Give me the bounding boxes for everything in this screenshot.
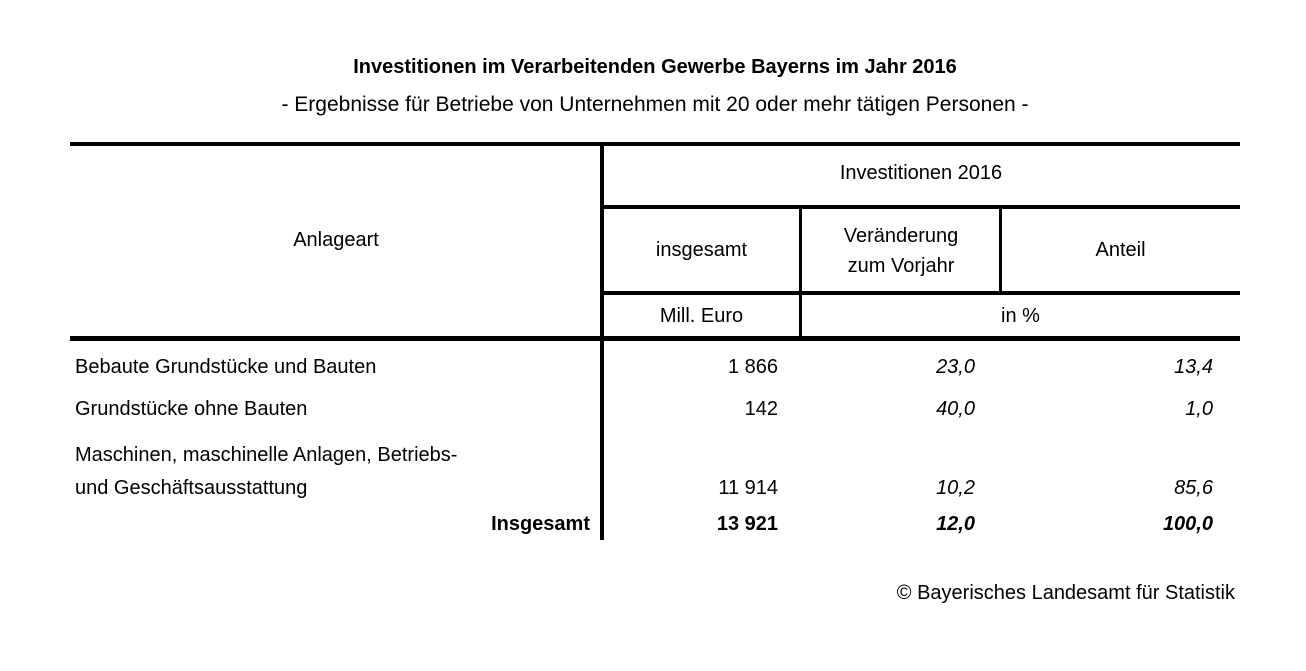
- column-header-insgesamt: insgesamt: [655, 239, 748, 261]
- total-value-anteil: 100,0: [1162, 513, 1213, 535]
- table-top-border: [70, 142, 1240, 146]
- copyright-note: © Bayerisches Landesamt für Statistik: [896, 582, 1235, 604]
- column-header-anlageart: Anlageart: [293, 229, 379, 251]
- page-title: Investitionen im Verarbeitenden Gewerbe …: [353, 56, 957, 78]
- row-value-anteil: 13,4: [1174, 356, 1213, 378]
- unit-header-mill-euro: Mill. Euro: [659, 305, 744, 327]
- row-label: Maschinen, maschinelle Anlagen, Betriebs…: [75, 444, 458, 499]
- total-row-label: Insgesamt: [491, 513, 590, 535]
- divider-insgesamt-veraenderung: [799, 205, 802, 341]
- row-value-insgesamt: 11 914: [718, 477, 778, 499]
- row-value-veraenderung: 10,2: [936, 477, 975, 499]
- column-header-veraenderung: Veränderung zum Vorjahr: [843, 225, 959, 277]
- row-value-insgesamt: 142: [744, 398, 778, 420]
- column-group-header: Investitionen 2016: [839, 162, 1003, 184]
- total-value-insgesamt: 13 921: [716, 513, 778, 535]
- group-header-underline: [602, 205, 1240, 209]
- total-value-veraenderung: 12,0: [936, 513, 975, 535]
- row-value-anteil: 85,6: [1174, 477, 1213, 499]
- table-header-bottom-border: [70, 336, 1240, 341]
- row-value-insgesamt: 1 866: [727, 356, 778, 378]
- page-subtitle: - Ergebnisse für Betriebe von Unternehme…: [281, 93, 1029, 116]
- row-value-veraenderung: 23,0: [936, 356, 975, 378]
- divider-veraenderung-anteil: [999, 205, 1002, 295]
- column-header-anteil: Anteil: [1095, 239, 1146, 261]
- main-column-divider: [600, 142, 604, 540]
- unit-header-in-percent: in %: [1001, 305, 1040, 327]
- units-row-topline: [602, 291, 1240, 295]
- row-value-anteil: 1,0: [1185, 398, 1213, 420]
- row-label: Bebaute Grundstücke und Bauten: [75, 356, 377, 378]
- row-label: Grundstücke ohne Bauten: [75, 398, 308, 420]
- row-value-veraenderung: 40,0: [936, 398, 975, 420]
